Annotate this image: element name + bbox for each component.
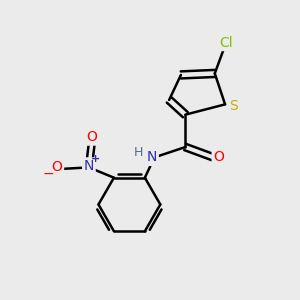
Text: Cl: Cl [220,35,233,50]
Text: S: S [229,99,238,113]
Text: O: O [86,130,97,144]
Text: +: + [91,154,100,164]
Text: O: O [213,150,224,164]
Text: −: − [43,167,54,181]
Text: H: H [134,146,143,159]
Text: N: N [84,159,94,173]
Text: N: N [147,150,157,164]
Text: O: O [52,160,62,174]
